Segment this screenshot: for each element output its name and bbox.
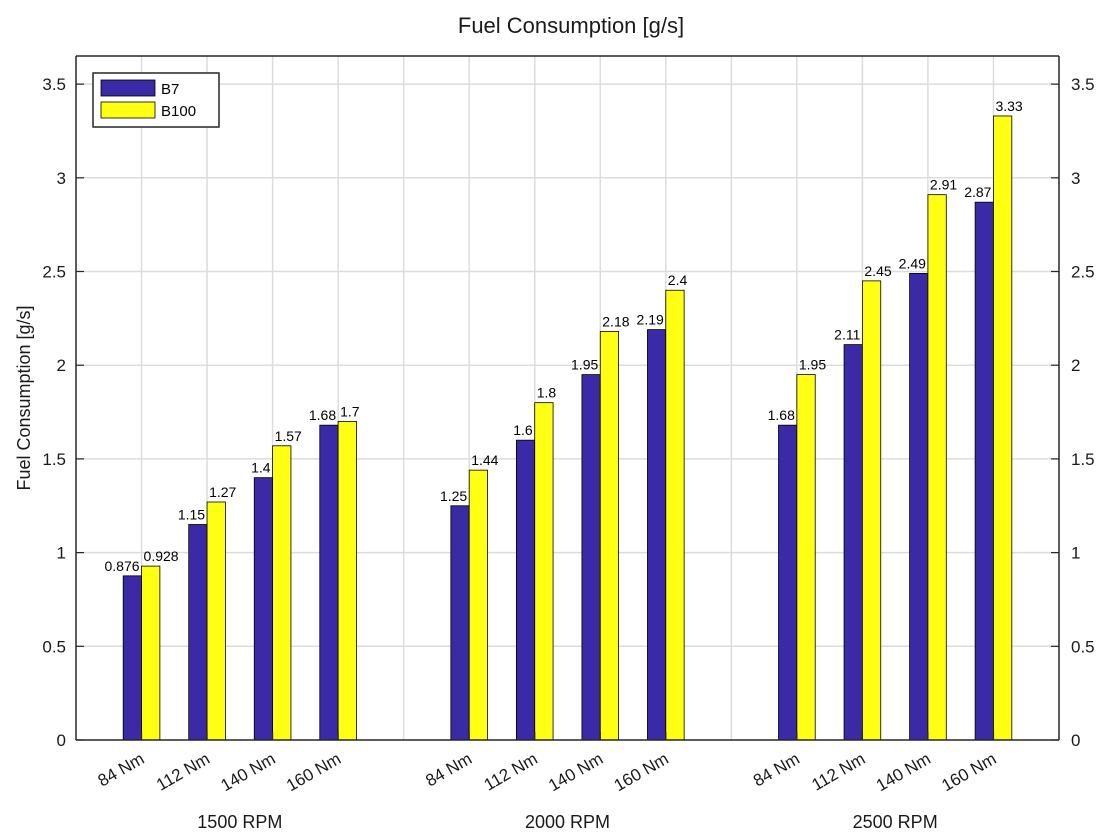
- bar-b100-0-3: [337, 421, 357, 741]
- bar-b7-0-1: [188, 524, 208, 741]
- value-label: 1.8: [537, 385, 557, 401]
- y-tick-label-right: 2.5: [1071, 263, 1095, 282]
- value-label: 2.11: [834, 327, 860, 343]
- value-label: 1.25: [440, 488, 467, 504]
- value-label: 2.91: [930, 177, 957, 193]
- y-axis-label: Fuel Consumption [g/s]: [14, 305, 34, 490]
- value-label: 0.876: [104, 558, 139, 574]
- x-tick-label: 160 Nm: [611, 749, 672, 795]
- value-label: 1.4: [251, 460, 271, 476]
- value-label: 3.33: [995, 98, 1022, 114]
- x-tick-label: 112 Nm: [153, 749, 213, 795]
- bar-b7-2-2: [909, 272, 929, 741]
- y-tick-label-right: 0.5: [1071, 637, 1095, 656]
- x-tick-label: 84 Nm: [95, 749, 148, 790]
- bar-b7-2-1: [843, 344, 863, 741]
- legend-entry: B100: [161, 103, 196, 120]
- value-label: 1.44: [471, 452, 498, 468]
- value-label: 0.928: [144, 548, 179, 564]
- legend-entry: B7: [161, 81, 179, 98]
- y-tick-label-left: 2.5: [42, 263, 66, 282]
- bar-b7-0-2: [253, 477, 274, 741]
- bar-b7-1-2: [581, 374, 601, 741]
- x-tick-label: 84 Nm: [422, 749, 475, 790]
- value-label: 1.95: [799, 357, 826, 373]
- y-tick-label-right: 2: [1071, 356, 1080, 375]
- bar-b100-2-0: [796, 374, 816, 741]
- bar-b7-2-3: [974, 201, 994, 741]
- bar-b100-0-1: [206, 501, 226, 741]
- value-label: 1.7: [340, 403, 360, 419]
- y-tick-label-left: 1.5: [42, 450, 66, 469]
- x-tick-label: 140 Nm: [873, 749, 934, 795]
- bar-b7-1-3: [647, 329, 667, 741]
- group-label: 2500 RPM: [853, 812, 938, 832]
- bar-b100-1-2: [599, 331, 620, 741]
- y-tick-label-right: 3.5: [1071, 75, 1095, 94]
- value-label-layer: 0.876 1.15 1.4 1.68 1.25 1.6 1.95 2.19 1.68 2.11 2…: [104, 98, 1022, 574]
- y-tick-label-left: 0.5: [42, 637, 66, 656]
- value-label: 1.6: [513, 422, 533, 438]
- chart-title: Fuel Consumption [g/s]: [458, 13, 684, 38]
- x-tick-label: 84 Nm: [750, 749, 803, 790]
- value-label: 1.68: [309, 407, 336, 423]
- legend: B7 B100: [92, 72, 220, 128]
- bar-b100-1-1: [534, 402, 554, 741]
- bar-b100-2-3: [993, 115, 1013, 741]
- bar-b100-2-2: [927, 194, 947, 741]
- group-label: 2000 RPM: [525, 812, 610, 832]
- value-label: 1.57: [275, 428, 302, 444]
- y-tick-label-right: 1.5: [1071, 450, 1095, 469]
- value-label: 2.87: [964, 184, 991, 200]
- bar-b100-0-0: [141, 565, 161, 741]
- bar-b100-0-2: [272, 445, 292, 741]
- value-label: 2.18: [602, 313, 629, 329]
- bar-b100-2-1: [862, 280, 882, 741]
- bar-b7-1-1: [515, 439, 536, 741]
- value-label: 1.68: [768, 407, 795, 423]
- bar-b7-0-3: [319, 424, 339, 741]
- value-label: 1.95: [571, 357, 598, 373]
- value-label: 2.49: [899, 255, 926, 271]
- bar-b7-0-0: [122, 575, 142, 741]
- x-tick-label: 140 Nm: [218, 749, 279, 795]
- y-tick-label-left: 0: [57, 731, 66, 750]
- x-tick-label: 160 Nm: [938, 749, 999, 795]
- y-tick-label-right: 1: [1071, 544, 1080, 563]
- bar-b7-1-0: [450, 505, 470, 741]
- y-tick-label-right: 3: [1071, 169, 1080, 188]
- value-label: 2.19: [637, 312, 664, 328]
- x-tick-label: 140 Nm: [545, 749, 606, 795]
- y-tick-label-left: 3.5: [42, 75, 66, 94]
- legend-swatch: [100, 79, 156, 97]
- group-label: 1500 RPM: [197, 812, 282, 832]
- y-tick-label-left: 2: [57, 356, 66, 375]
- value-label: 1.27: [209, 484, 236, 500]
- x-tick-label: 160 Nm: [283, 749, 344, 795]
- value-label: 2.45: [864, 263, 891, 279]
- x-tick-label: 112 Nm: [808, 749, 868, 795]
- bar-layer: [122, 115, 1013, 741]
- y-tick-label-left: 1: [57, 544, 66, 563]
- bar-b7-2-0: [778, 424, 798, 741]
- value-label: 1.15: [178, 506, 205, 522]
- bar-b100-1-0: [468, 469, 488, 741]
- y-tick-label-left: 3: [57, 169, 66, 188]
- x-tick-label: 112 Nm: [481, 749, 541, 795]
- bar-b100-1-3: [665, 289, 685, 741]
- value-label: 2.4: [668, 272, 688, 288]
- legend-swatch: [100, 101, 156, 119]
- y-tick-label-right: 0: [1071, 731, 1080, 750]
